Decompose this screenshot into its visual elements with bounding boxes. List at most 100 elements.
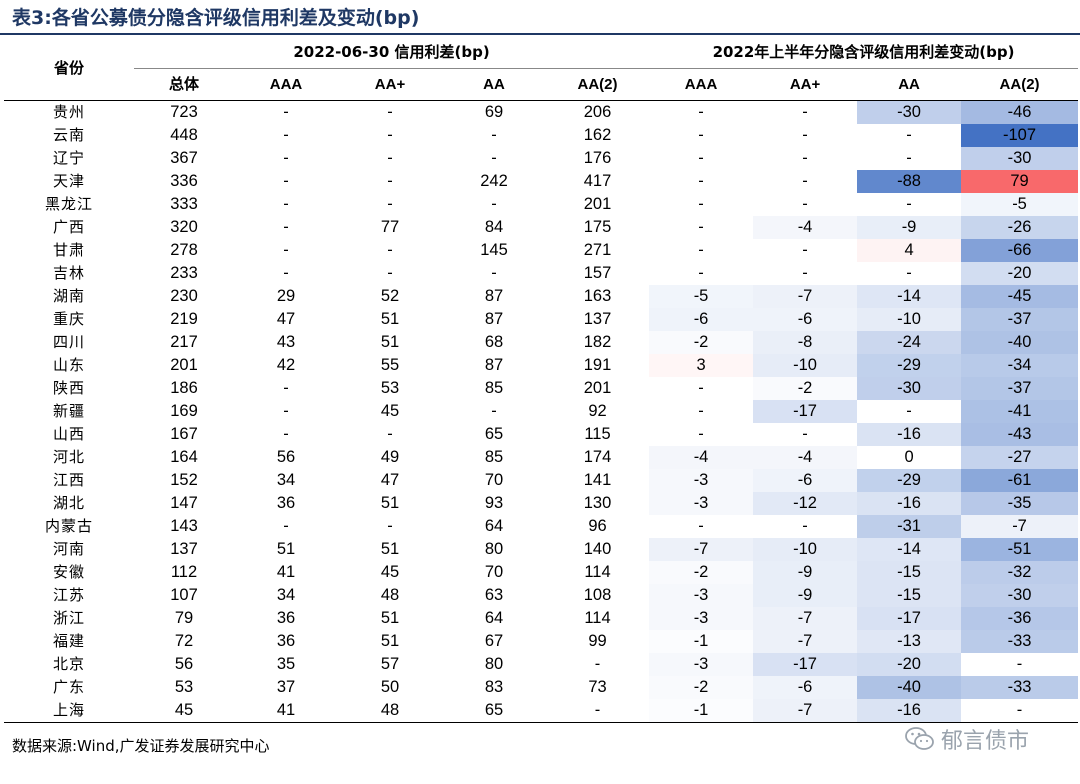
change-cell: -29	[857, 469, 962, 492]
spread-cell: 36	[276, 632, 296, 650]
spread-cell: 87	[484, 287, 504, 305]
change-cell: -	[698, 195, 704, 213]
spread-cell: 112	[170, 563, 198, 581]
table-row: 吉林 233 - - - 157 - - - -20	[4, 262, 1079, 285]
change-cell: -9	[857, 216, 962, 239]
table-row: 浙江 79 36 51 64 114 -3 -7 -17 -36	[4, 607, 1079, 630]
spread-cell: 140	[583, 540, 612, 558]
spread-cell: -	[387, 517, 393, 535]
change-cell: -43	[961, 423, 1079, 446]
table-row: 重庆 219 47 51 87 137 -6 -6 -10 -37	[4, 308, 1079, 331]
spread-cell: 176	[583, 149, 612, 167]
change-cell: -6	[649, 308, 754, 331]
change-cell: -15	[857, 561, 962, 584]
province-cell: 福建	[52, 632, 85, 650]
change-cell: -40	[857, 676, 962, 699]
change-cell: -	[1016, 655, 1023, 673]
col-header: AA(2)	[961, 68, 1079, 101]
change-cell: -17	[753, 653, 858, 676]
change-cell: -45	[961, 285, 1079, 308]
change-cell: -16	[857, 423, 962, 446]
change-cell: -8	[753, 331, 858, 354]
province-cell: 吉林	[52, 264, 85, 282]
change-cell: -12	[753, 492, 858, 515]
spread-cell: 114	[584, 563, 611, 581]
spread-cell: 99	[588, 632, 607, 650]
table-row: 云南 448 - - - 162 - - - -107	[4, 124, 1079, 147]
table-row: 内蒙古 143 - - 64 96 - - -31 -7	[4, 515, 1079, 538]
change-cell: -27	[961, 446, 1079, 469]
spread-cell: 169	[170, 402, 198, 420]
change-cell: -3	[649, 607, 754, 630]
spread-cell: 69	[484, 103, 504, 121]
change-cell: -	[906, 195, 912, 213]
change-cell: -37	[961, 308, 1079, 331]
credit-spread-table: 省份 2022-06-30 信用利差(bp) 2022年上半年分隐含评级信用利差…	[4, 37, 1079, 723]
change-cell: -2	[753, 377, 858, 400]
spread-cell: 191	[583, 356, 612, 374]
change-cell: -30	[857, 377, 962, 400]
spread-cell: 56	[174, 655, 194, 673]
change-cell: -31	[857, 515, 962, 538]
change-cell: -	[906, 402, 912, 420]
change-cell: -	[802, 126, 808, 144]
table-row: 北京 56 35 57 80 - -3 -17 -20 -	[4, 653, 1078, 676]
change-cell: -33	[961, 630, 1079, 653]
spread-cell: 51	[380, 609, 400, 627]
col-header: 总体	[134, 68, 234, 101]
spread-cell: 320	[170, 218, 198, 236]
spread-cell: -	[491, 264, 497, 282]
spread-cell: 45	[380, 402, 400, 420]
spread-cell: -	[283, 379, 289, 397]
change-cell: -51	[961, 538, 1079, 561]
province-cell: 重庆	[52, 310, 85, 328]
spread-cell: 63	[484, 586, 504, 604]
change-cell: -3	[649, 469, 754, 492]
spread-cell: 65	[484, 425, 504, 443]
change-cell: -2	[649, 676, 754, 699]
spread-cell: 51	[380, 333, 400, 351]
change-cell: -13	[857, 630, 962, 653]
spread-cell: -	[283, 264, 289, 282]
province-cell: 山东	[52, 356, 85, 374]
spread-cell: 64	[484, 517, 504, 535]
spread-cell: 83	[484, 678, 504, 696]
spread-cell: 64	[484, 609, 504, 627]
change-cell: -	[698, 103, 704, 121]
spread-cell: -	[283, 241, 289, 259]
spread-cell: 137	[583, 310, 612, 328]
change-cell: -2	[649, 561, 754, 584]
province-cell: 贵州	[52, 103, 85, 121]
spread-cell: 137	[170, 540, 198, 558]
spread-cell: 57	[380, 655, 400, 673]
spread-cell: 219	[170, 310, 198, 328]
spread-cell: -	[387, 149, 393, 167]
change-cell: -	[802, 172, 808, 190]
change-cell: -32	[961, 561, 1079, 584]
spread-cell: -	[491, 195, 497, 213]
spread-cell: 108	[583, 586, 612, 604]
spread-cell: 87	[484, 356, 504, 374]
spread-cell: 70	[484, 471, 504, 489]
change-cell: -	[802, 149, 808, 167]
spread-cell: 206	[583, 103, 612, 121]
table-row: 四川 217 43 51 68 182 -2 -8 -24 -40	[4, 331, 1079, 354]
change-cell: -	[906, 126, 912, 144]
spread-cell: 72	[174, 632, 194, 650]
change-cell: -20	[961, 262, 1079, 285]
change-cell: -	[698, 402, 704, 420]
watermark: 郁言债市	[905, 722, 1029, 756]
province-cell: 河南	[52, 540, 85, 558]
province-cell: 安徽	[52, 563, 85, 581]
change-cell: 0	[904, 448, 914, 466]
spread-cell: 68	[484, 333, 504, 351]
change-cell: -6	[753, 676, 858, 699]
table-row: 广东 53 37 50 83 73 -2 -6 -40 -33	[4, 676, 1079, 699]
change-cell: -40	[961, 331, 1079, 354]
change-cell: -	[698, 149, 704, 167]
change-cell: -7	[961, 515, 1079, 538]
spread-cell: 85	[484, 448, 504, 466]
spread-cell: -	[387, 264, 393, 282]
table-row: 新疆 169 - 45 - 92 - -17 - -41	[4, 400, 1079, 423]
change-cell: -14	[857, 538, 962, 561]
